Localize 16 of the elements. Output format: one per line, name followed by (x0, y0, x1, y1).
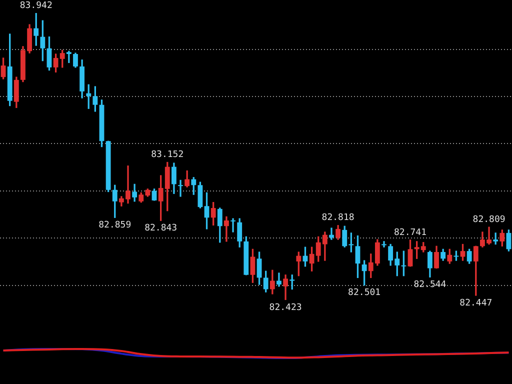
candlestick (230, 218, 236, 232)
candlestick (66, 50, 72, 64)
annotation: 82.447 (460, 298, 492, 308)
annotation: 83.152 (151, 150, 184, 160)
annotation: 82.843 (144, 223, 178, 234)
candlestick (224, 216, 229, 242)
annotation: 82.859 (98, 220, 132, 230)
annotation: 82.501 (348, 288, 381, 298)
annotation: 83.942 (20, 0, 52, 11)
annotation: 82.423 (269, 302, 302, 313)
candlestick (178, 180, 183, 197)
annotation: 82.741 (394, 228, 427, 238)
annotation: 82.809 (472, 214, 506, 225)
candlestick (382, 241, 386, 248)
annotation: 82.544 (414, 280, 446, 290)
annotation: 82.818 (322, 213, 354, 224)
